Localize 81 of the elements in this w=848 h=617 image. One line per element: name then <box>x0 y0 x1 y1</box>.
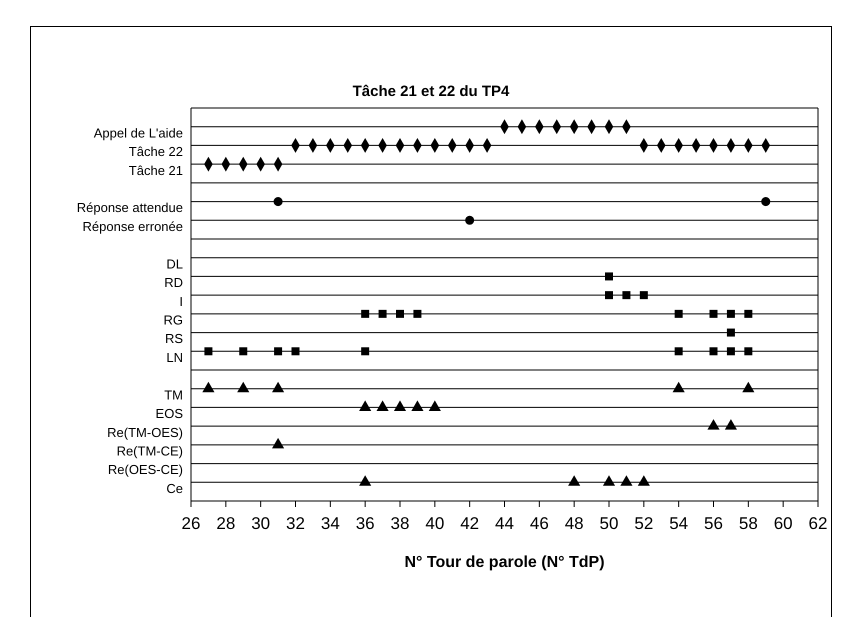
point <box>361 347 370 356</box>
point <box>204 347 212 356</box>
point <box>605 291 613 300</box>
point <box>638 475 650 486</box>
point <box>674 347 683 356</box>
point <box>376 400 389 411</box>
point <box>761 197 770 206</box>
point <box>413 310 422 318</box>
x-tick-label: 56 <box>704 514 723 534</box>
x-tick-label: 40 <box>425 514 444 534</box>
x-tick-label: 60 <box>774 514 793 534</box>
point <box>640 291 648 300</box>
y-tick-label: Re(TM-OES) <box>107 424 183 440</box>
x-tick-label: 50 <box>600 514 618 534</box>
x-tick-label: 26 <box>182 514 200 534</box>
x-tick-label: 62 <box>808 514 828 534</box>
y-tick-label: Réponse attendue <box>76 200 183 216</box>
point <box>568 475 580 486</box>
point <box>620 475 632 486</box>
x-tick-label: 54 <box>669 514 688 534</box>
point <box>742 382 754 392</box>
point <box>602 475 616 486</box>
y-tick-label: DL <box>166 256 183 272</box>
point <box>274 347 282 356</box>
x-tick-label: 46 <box>530 514 549 534</box>
point <box>672 382 685 392</box>
point <box>710 347 718 356</box>
point <box>726 310 735 318</box>
point <box>411 400 424 411</box>
y-tick-label: Réponse erronée <box>82 218 183 234</box>
point <box>744 310 752 318</box>
x-tick-label: 38 <box>390 514 410 534</box>
point <box>378 310 387 318</box>
point <box>359 475 372 486</box>
x-axis-title: N° Tour de parole (N° TdP) <box>404 554 605 571</box>
point <box>239 347 248 356</box>
point <box>396 310 404 318</box>
point <box>622 291 630 300</box>
point <box>359 400 372 411</box>
point <box>707 419 720 430</box>
point <box>710 310 718 318</box>
point <box>202 382 214 392</box>
point <box>292 347 300 356</box>
x-tick-label: 58 <box>738 514 758 534</box>
y-tick-label: LN <box>166 350 183 365</box>
y-tick-label: RD <box>164 275 183 290</box>
point <box>724 419 737 430</box>
y-tick-label: Ce <box>166 480 183 496</box>
x-tick-label: 48 <box>564 514 584 534</box>
x-tick-label: 36 <box>356 514 375 534</box>
y-tick-label: RS <box>164 331 184 346</box>
y-tick-label: Tâche 21 <box>128 162 183 178</box>
y-tick-label: I <box>179 294 183 309</box>
x-tick-label: 42 <box>460 514 480 534</box>
x-tick-label: 30 <box>251 514 270 534</box>
y-tick-label: TM <box>164 387 183 402</box>
point <box>272 438 284 448</box>
point <box>428 400 441 411</box>
point <box>744 347 752 356</box>
y-tick-label: EOS <box>156 406 184 422</box>
y-tick-label: Re(TM-CE) <box>116 443 183 458</box>
point <box>272 382 284 392</box>
point <box>605 272 613 280</box>
chart-title: Tâche 21 et 22 du TP4 <box>352 83 510 100</box>
x-tick-label: 28 <box>216 514 236 534</box>
point <box>465 216 474 225</box>
point <box>674 310 683 318</box>
point <box>726 328 735 337</box>
point <box>394 400 406 411</box>
y-tick-label: RG <box>164 312 183 328</box>
point <box>361 310 370 318</box>
y-tick-label: Appel de L'aide <box>94 125 183 140</box>
point <box>274 197 283 206</box>
x-tick-label: 52 <box>634 514 654 534</box>
y-tick-label: Re(OES-CE) <box>108 462 183 478</box>
x-tick-label: 32 <box>286 514 305 534</box>
point <box>726 347 735 356</box>
x-tick-label: 44 <box>495 514 514 534</box>
x-tick-label: 34 <box>320 514 340 534</box>
point <box>237 382 250 392</box>
y-tick-label: Tâche 22 <box>128 144 183 160</box>
